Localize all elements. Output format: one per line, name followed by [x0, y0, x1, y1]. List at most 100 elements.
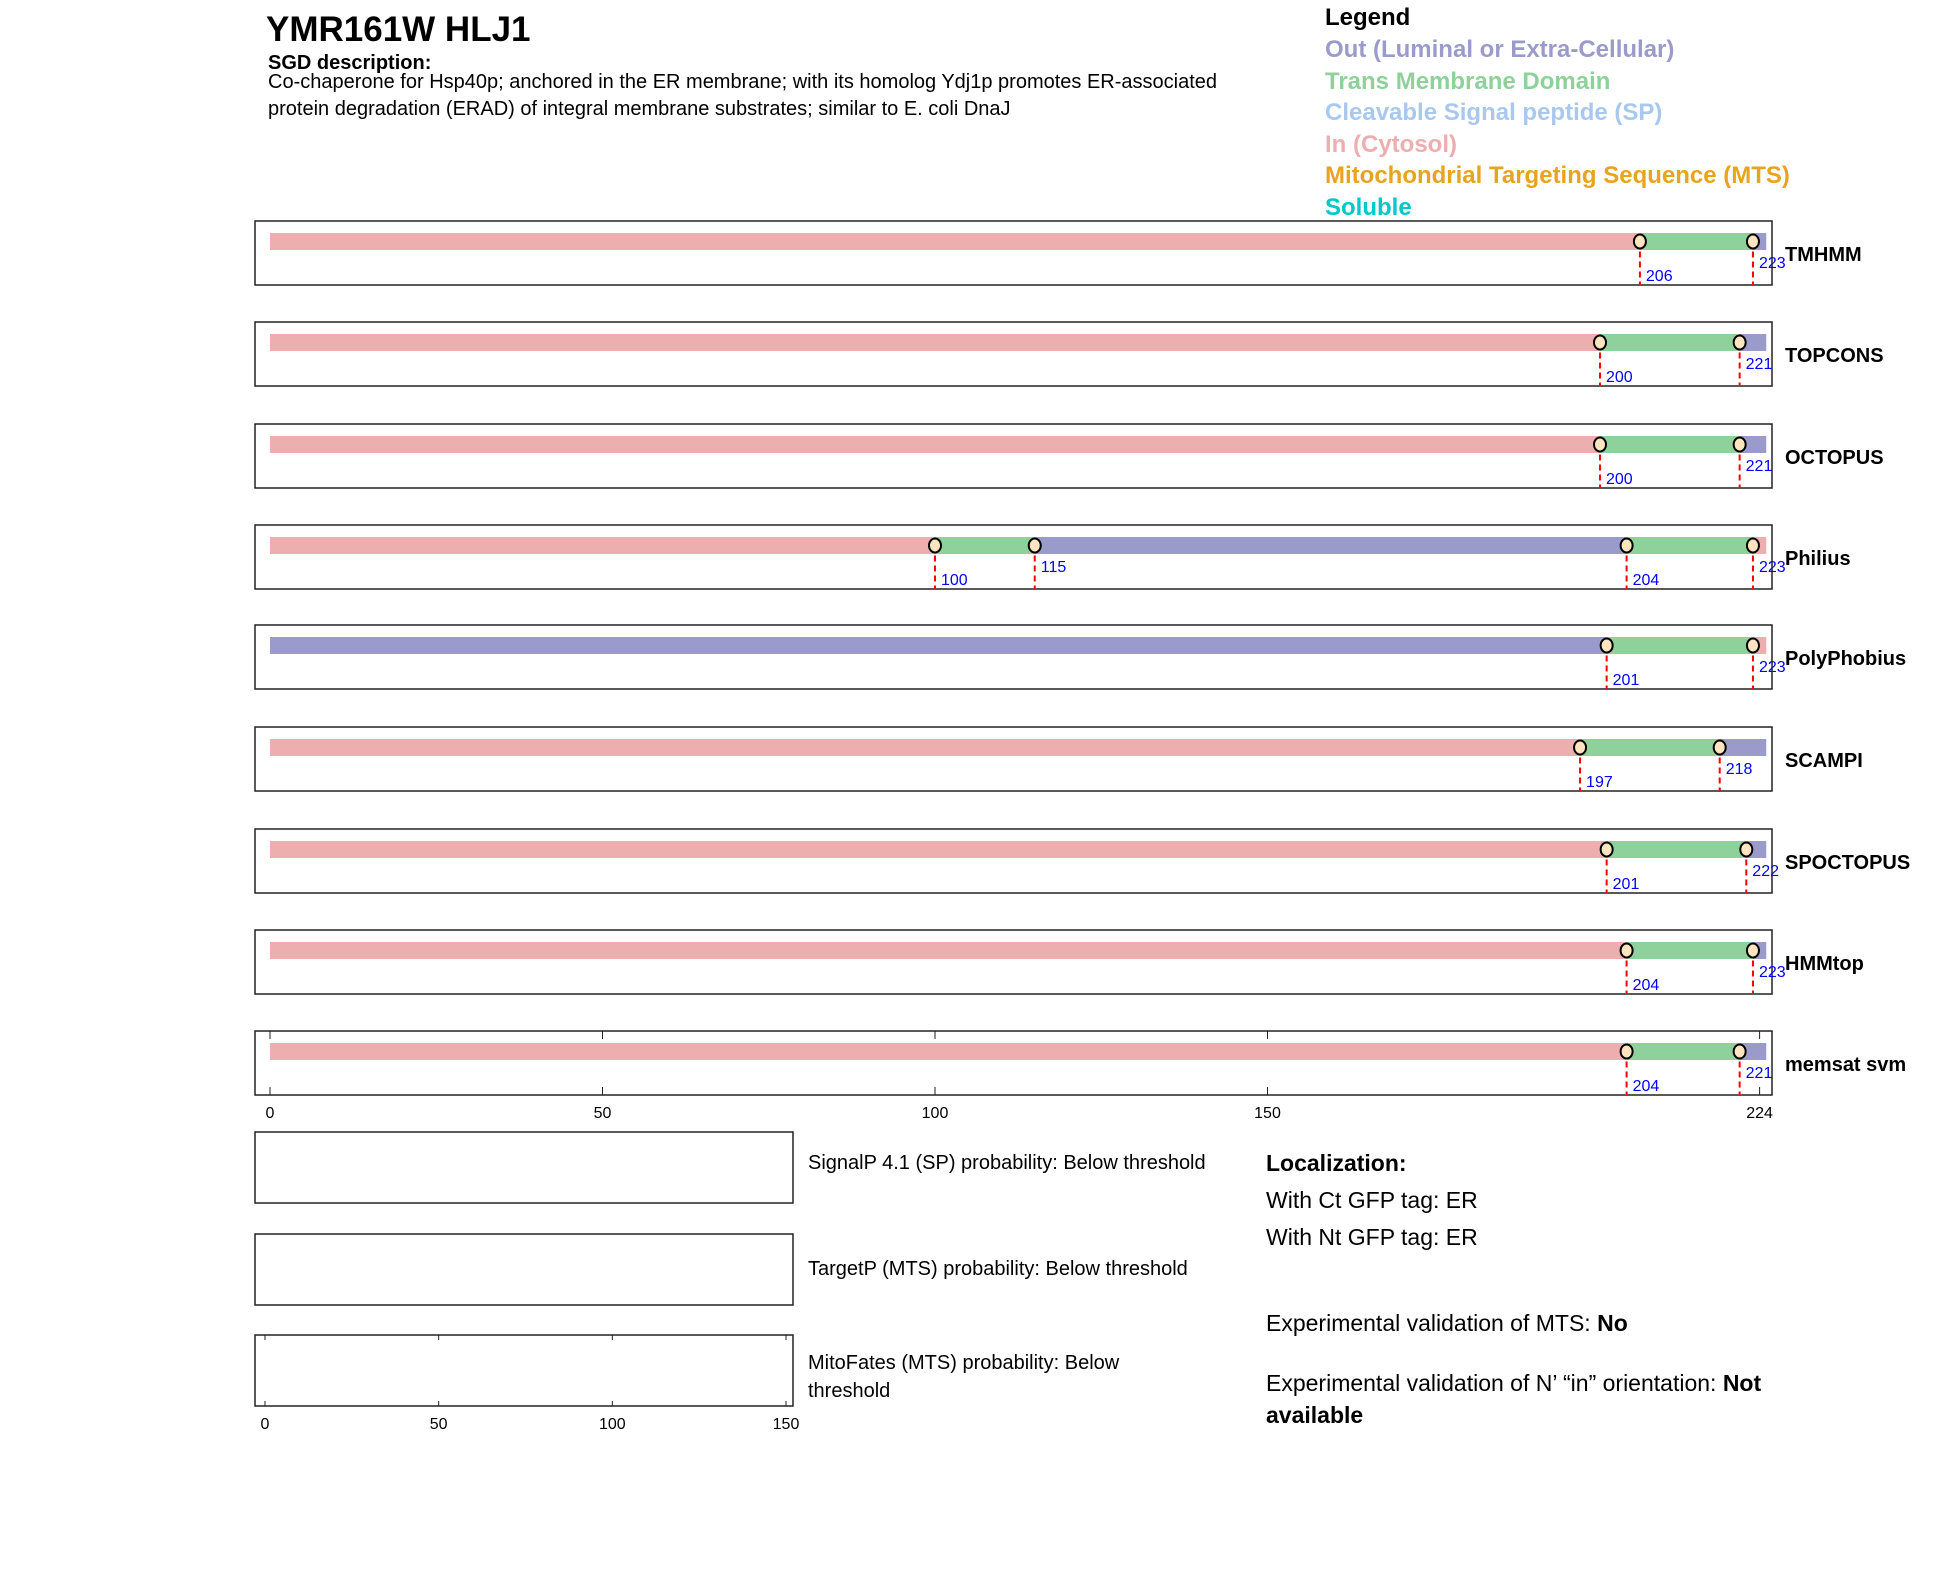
- track-box: [254, 624, 1773, 690]
- boundary-marker: [1573, 739, 1588, 756]
- boundary-label: 223: [1759, 559, 1786, 576]
- axis-tick-label: 50: [594, 1105, 612, 1122]
- orientation-validation-value-2: available: [1266, 1402, 1364, 1428]
- track-box: [254, 524, 1773, 590]
- page-title: YMR161W HLJ1: [266, 10, 531, 49]
- mts-validation-value: No: [1597, 1310, 1628, 1336]
- track-box: [254, 828, 1773, 894]
- boundary-marker: [1732, 436, 1747, 453]
- segment-out: [1739, 1043, 1767, 1060]
- axis-tick-label: 224: [1746, 1105, 1773, 1122]
- segment-out: [1034, 537, 1627, 554]
- boundary-marker: [1593, 334, 1607, 351]
- boundary-marker: [1712, 739, 1727, 756]
- track-label: OCTOPUS: [1785, 447, 1884, 469]
- track-box: [254, 726, 1773, 792]
- mitofates-label-line-1: MitoFates (MTS) probability: Below: [808, 1352, 1120, 1374]
- segment-out: [1739, 334, 1767, 351]
- track-label: SPOCTOPUS: [1785, 852, 1910, 874]
- orientation-validation: Experimental validation of N’ “in” orien…: [1266, 1370, 1761, 1397]
- boundary-label: 221: [1746, 458, 1773, 475]
- orientation-validation-label: Experimental validation of N’ “in” orien…: [1266, 1370, 1723, 1396]
- sgd-description-label: SGD description:: [268, 52, 432, 74]
- ct-gfp-localization: With Ct GFP tag: ER: [1266, 1187, 1478, 1213]
- segment-out: [1739, 436, 1767, 453]
- segment-in: [270, 1043, 1627, 1060]
- track-box: [254, 220, 1773, 286]
- axis-tick-label: 150: [1254, 1105, 1281, 1122]
- mts-validation-label: Experimental validation of MTS:: [1266, 1310, 1598, 1336]
- boundary-marker: [1732, 1043, 1747, 1060]
- boundary-marker: [1619, 942, 1634, 959]
- mitofates-label-line-2: threshold: [808, 1380, 891, 1402]
- boundary-label: 223: [1759, 659, 1786, 676]
- probability-panel: [254, 1334, 794, 1407]
- segment-tm: [935, 537, 1035, 554]
- sgd-description-line-2: protein degradation (ERAD) of integral m…: [268, 98, 1011, 120]
- track-label: Philius: [1785, 548, 1851, 570]
- probability-panel: [254, 1131, 794, 1204]
- segment-tm: [1606, 637, 1753, 654]
- track-label: PolyPhobius: [1785, 648, 1906, 670]
- segment-in: [270, 334, 1600, 351]
- boundary-label: 115: [1041, 559, 1067, 576]
- mts-validation: Experimental validation of MTS: No: [1266, 1310, 1628, 1337]
- segment-out: [270, 637, 1607, 654]
- axis-tick-label: 100: [922, 1105, 949, 1122]
- segment-in: [270, 436, 1600, 453]
- axis-tick-label: 100: [599, 1416, 626, 1433]
- boundary-marker: [1745, 233, 1760, 250]
- boundary-marker: [928, 537, 942, 554]
- track-box: [254, 1030, 1773, 1096]
- targetp-label: TargetP (MTS) probability: Below thresho…: [808, 1258, 1188, 1280]
- boundary-label: 204: [1633, 977, 1660, 994]
- boundary-label: 206: [1646, 268, 1673, 285]
- segment-tm: [1600, 436, 1740, 453]
- boundary-label: 204: [1633, 1078, 1660, 1095]
- boundary-label: 100: [941, 572, 968, 589]
- legend-item: In (Cytosol): [1325, 130, 1457, 158]
- axis-tick-label: 50: [430, 1416, 448, 1433]
- boundary-marker: [1732, 334, 1747, 351]
- segment-tm: [1639, 233, 1753, 250]
- sgd-description-line-1: Co-chaperone for Hsp40p; anchored in the…: [268, 71, 1218, 93]
- track-label: TOPCONS: [1785, 345, 1884, 367]
- boundary-label: 200: [1606, 471, 1633, 488]
- segment-tm: [1580, 739, 1720, 756]
- boundary-label: 200: [1606, 369, 1633, 386]
- boundary-marker: [1632, 233, 1647, 250]
- segment-tm: [1626, 537, 1753, 554]
- legend-item: Cleavable Signal peptide (SP): [1325, 99, 1663, 127]
- legend-item: Soluble: [1325, 194, 1412, 221]
- localization-label: Localization:: [1266, 1150, 1407, 1176]
- legend-item: Out (Luminal or Extra-Cellular): [1325, 36, 1675, 63]
- nt-gfp-localization: With Nt GFP tag: ER: [1266, 1224, 1478, 1250]
- track-box: [254, 929, 1773, 995]
- signalp-label: SignalP 4.1 (SP) probability: Below thre…: [808, 1152, 1206, 1174]
- boundary-marker: [1745, 637, 1760, 654]
- boundary-marker: [1619, 1043, 1634, 1060]
- legend-item: Mitochondrial Targeting Sequence (MTS): [1325, 162, 1790, 190]
- boundary-label: 222: [1752, 863, 1779, 880]
- segment-tm: [1600, 334, 1740, 351]
- segment-tm: [1626, 942, 1753, 959]
- segment-in: [270, 537, 935, 554]
- track-box: [254, 321, 1773, 387]
- track-label: HMMtop: [1785, 953, 1864, 975]
- segment-tm: [1626, 1043, 1740, 1060]
- axis-tick-label: 0: [261, 1416, 270, 1433]
- boundary-marker: [1599, 637, 1614, 654]
- boundary-label: 201: [1613, 672, 1640, 689]
- boundary-label: 223: [1759, 964, 1786, 981]
- boundary-label: 223: [1759, 255, 1786, 272]
- track-label: SCAMPI: [1785, 750, 1863, 772]
- probability-panel: [254, 1233, 794, 1306]
- orientation-validation-value: Not: [1722, 1370, 1762, 1396]
- axis-tick-label: 150: [773, 1416, 800, 1433]
- segment-in: [270, 841, 1607, 858]
- track-label: memsat svm: [1785, 1054, 1906, 1076]
- track-label: TMHMM: [1785, 244, 1862, 266]
- segment-tm: [1606, 841, 1747, 858]
- boundary-label: 204: [1633, 572, 1660, 589]
